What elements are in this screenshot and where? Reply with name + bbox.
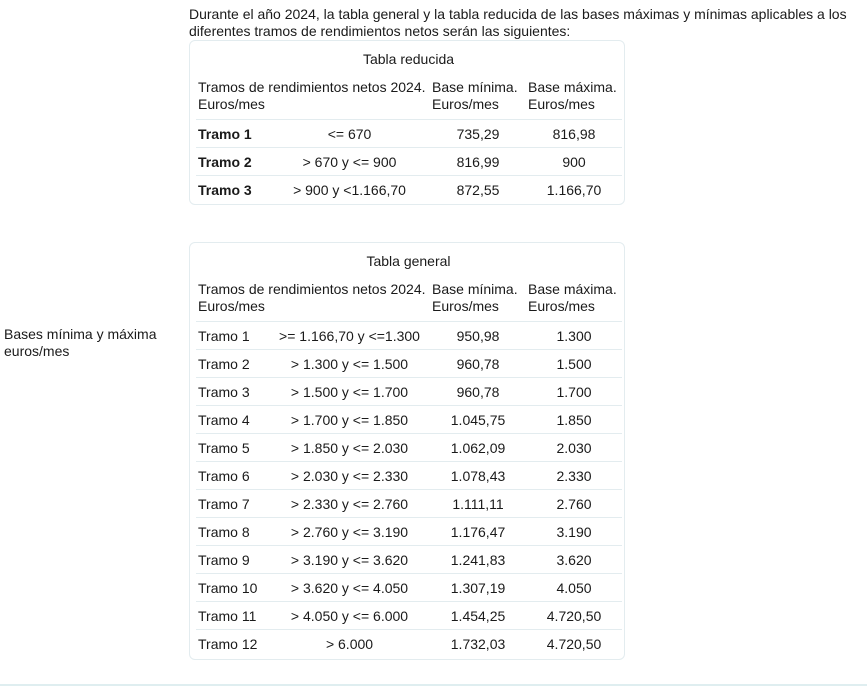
table-row: Tramo 2 > 670 y <= 900 816,99 900: [196, 147, 623, 176]
base-min-cell: 1.176,47: [430, 517, 527, 546]
side-label: Bases mínima y máxima euros/mes: [4, 326, 157, 359]
base-min-cell: 1.454,25: [430, 601, 527, 630]
range-cell: > 2.760 y <= 3.190: [269, 517, 431, 546]
header-min: Base mínima. Euros/mes: [432, 281, 518, 314]
range-cell: >= 1.166,70 y <=1.300: [269, 321, 431, 350]
base-max-cell: 1.166,70: [526, 175, 623, 203]
base-min-cell: 816,99: [430, 147, 527, 176]
table-title: Tabla general: [366, 253, 451, 269]
range-cell: > 1.700 y <= 1.850: [269, 405, 431, 434]
base-min-cell: 960,78: [430, 377, 527, 406]
reducida-table: Tramos de rendimientos netos 2024. Euros…: [196, 77, 623, 203]
base-min-cell: 735,29: [430, 119, 527, 148]
tramo-cell: Tramo 3: [196, 175, 269, 203]
tramo-cell: Tramo 8: [196, 517, 269, 546]
base-min-cell: 1.732,03: [430, 629, 527, 657]
table-row: Tramo 1 >= 1.166,70 y <=1.300 950,98 1.300: [196, 321, 623, 350]
range-cell: > 1.500 y <= 1.700: [269, 377, 431, 406]
table-row: Tramo 7 > 2.330 y <= 2.760 1.111,11 2.760: [196, 489, 623, 518]
header-max: Base máxima. Euros/mes: [528, 281, 617, 314]
tramo-cell: Tramo 10: [196, 573, 269, 602]
base-max-cell: 1.700: [526, 377, 623, 406]
header-min: Base mínima. Euros/mes: [432, 79, 518, 112]
table-row: Tramo 11 > 4.050 y <= 6.000 1.454,25 4.720,…: [196, 601, 623, 630]
table-row: Tramo 4 > 1.700 y <= 1.850 1.045,75 1.850: [196, 405, 623, 434]
table-row: Tramo 10 > 3.620 y <= 4.050 1.307,19 4.050: [196, 573, 623, 602]
table-row: Tramo 1 <= 670 735,29 816,98: [196, 119, 623, 148]
tramo-cell: Tramo 1: [196, 119, 269, 148]
tramo-cell: Tramo 2: [196, 349, 269, 378]
table-row: Tramo 12 > 6.000 1.732,03 4.720,50: [196, 629, 623, 657]
general-table: Tramos de rendimientos netos 2024. Euros…: [196, 279, 623, 657]
base-min-cell: 1.111,11: [430, 489, 527, 518]
base-max-cell: 3.620: [526, 545, 623, 574]
tabla-general: Tabla general Tramos de rendimientos net…: [189, 242, 625, 660]
base-min-cell: 1.062,09: [430, 433, 527, 462]
header-tramos: Tramos de rendimientos netos 2024. Euros…: [198, 281, 426, 314]
base-max-cell: 1.500: [526, 349, 623, 378]
base-max-cell: 3.190: [526, 517, 623, 546]
table-row: Tramo 9 > 3.190 y <= 3.620 1.241,83 3.620: [196, 545, 623, 574]
range-cell: > 1.850 y <= 2.030: [269, 433, 431, 462]
tramo-cell: Tramo 7: [196, 489, 269, 518]
tramo-cell: Tramo 3: [196, 377, 269, 406]
range-cell: > 4.050 y <= 6.000: [269, 601, 431, 630]
bottom-divider: [0, 684, 867, 686]
base-max-cell: 2.760: [526, 489, 623, 518]
table-row: Tramo 3 > 900 y <1.166,70 872,55 1.166,70: [196, 175, 623, 203]
table-row: Tramo 2 > 1.300 y <= 1.500 960,78 1.500: [196, 349, 623, 378]
tramo-cell: Tramo 1: [196, 321, 269, 350]
base-max-cell: 4.050: [526, 573, 623, 602]
tabla-reducida: Tabla reducida Tramos de rendimientos ne…: [189, 40, 625, 205]
range-cell: > 2.030 y <= 2.330: [269, 461, 431, 490]
base-max-cell: 900: [526, 147, 623, 176]
base-max-cell: 2.330: [526, 461, 623, 490]
tramo-cell: Tramo 11: [196, 601, 269, 630]
tramo-cell: Tramo 6: [196, 461, 269, 490]
base-min-cell: 1.307,19: [430, 573, 527, 602]
range-cell: > 1.300 y <= 1.500: [269, 349, 431, 378]
tramo-cell: Tramo 2: [196, 147, 269, 176]
range-cell: > 670 y <= 900: [269, 147, 431, 176]
tramo-cell: Tramo 5: [196, 433, 269, 462]
range-cell: > 900 y <1.166,70: [269, 175, 431, 203]
base-min-cell: 960,78: [430, 349, 527, 378]
base-max-cell: 1.300: [526, 321, 623, 350]
header-tramos: Tramos de rendimientos netos 2024. Euros…: [198, 79, 426, 112]
base-max-cell: 2.030: [526, 433, 623, 462]
range-cell: > 3.190 y <= 3.620: [269, 545, 431, 574]
table-row: Tramo 3 > 1.500 y <= 1.700 960,78 1.700: [196, 377, 623, 406]
intro-text: Durante el año 2024, la tabla general y …: [189, 6, 847, 39]
table-row: Tramo 5 > 1.850 y <= 2.030 1.062,09 2.030: [196, 433, 623, 462]
base-min-cell: 950,98: [430, 321, 527, 350]
base-min-cell: 1.241,83: [430, 545, 527, 574]
range-cell: > 3.620 y <= 4.050: [269, 573, 431, 602]
tramo-cell: Tramo 12: [196, 629, 269, 657]
table-title: Tabla reducida: [362, 51, 455, 67]
table-row: Tramo 8 > 2.760 y <= 3.190 1.176,47 3.190: [196, 517, 623, 546]
base-min-cell: 872,55: [430, 175, 527, 203]
base-max-cell: 4.720,50: [526, 601, 623, 630]
range-cell: <= 670: [269, 119, 431, 148]
base-max-cell: 1.850: [526, 405, 623, 434]
header-max: Base máxima. Euros/mes: [528, 79, 617, 112]
tramo-cell: Tramo 4: [196, 405, 269, 434]
tramo-cell: Tramo 9: [196, 545, 269, 574]
base-min-cell: 1.045,75: [430, 405, 527, 434]
range-cell: > 6.000: [269, 629, 431, 657]
base-max-cell: 816,98: [526, 119, 623, 148]
range-cell: > 2.330 y <= 2.760: [269, 489, 431, 518]
base-min-cell: 1.078,43: [430, 461, 527, 490]
table-row: Tramo 6 > 2.030 y <= 2.330 1.078,43 2.330: [196, 461, 623, 490]
base-max-cell: 4.720,50: [526, 629, 623, 657]
